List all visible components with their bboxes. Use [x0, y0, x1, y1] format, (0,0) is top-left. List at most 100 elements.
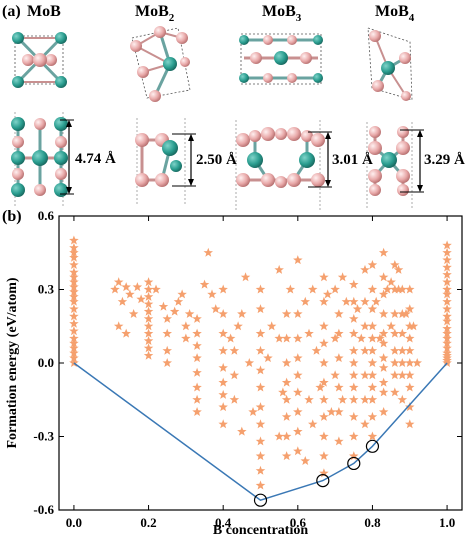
data-point-star — [442, 247, 452, 257]
data-point-star — [349, 394, 359, 404]
data-point-star — [322, 289, 333, 299]
data-point-star — [69, 277, 79, 287]
data-point-star — [237, 426, 247, 436]
data-point-star — [69, 326, 79, 336]
data-point-star — [69, 353, 79, 363]
data-point-star — [334, 309, 344, 318]
data-point-star — [405, 304, 415, 314]
data-point-star — [319, 377, 329, 387]
data-point-star — [136, 294, 146, 304]
data-point-star — [255, 402, 266, 412]
x-tick-label: 0.6 — [290, 515, 307, 530]
data-point-star — [281, 451, 292, 461]
data-point-star — [319, 321, 329, 331]
data-point-star — [352, 304, 363, 314]
panel-b-label: (b) — [2, 208, 22, 225]
data-point-star — [281, 411, 292, 421]
data-point-star — [349, 358, 359, 367]
scatter-plot: 0.0 0.2 0.4 0.6 0.8 1.0 -0.6 -0.3 0.0 0.3 0.6 — [33, 208, 463, 530]
formula-mob: MoB — [27, 3, 61, 20]
data-point-star — [121, 328, 131, 338]
data-point-star — [308, 419, 318, 429]
data-point-star — [162, 313, 172, 323]
data-point-star — [162, 358, 172, 367]
data-point-star — [405, 333, 415, 343]
data-point-star — [281, 431, 292, 441]
data-point-star — [69, 333, 79, 343]
data-point-star — [378, 362, 389, 372]
stable-phase-circle — [253, 493, 268, 507]
data-point-star — [218, 345, 228, 355]
data-point-star — [143, 277, 154, 287]
data-point-star — [349, 431, 359, 441]
data-point-star — [390, 284, 400, 294]
data-point-star — [293, 370, 303, 380]
data-point-star — [255, 304, 266, 314]
data-point-star — [319, 431, 329, 441]
mob2-side-view — [135, 118, 196, 205]
data-point-star — [192, 367, 202, 377]
data-point-star — [334, 407, 344, 416]
data-point-star — [367, 431, 378, 441]
data-point-star — [218, 362, 228, 372]
data-point-star — [266, 321, 277, 331]
data-point-star — [349, 328, 359, 338]
data-point-star — [393, 284, 404, 294]
data-point-star — [300, 456, 310, 465]
data-point-star — [367, 304, 378, 314]
data-point-star — [371, 296, 381, 306]
data-point-star — [199, 279, 210, 289]
data-point-star — [319, 296, 329, 306]
data-point-star — [442, 269, 452, 279]
data-point-star — [113, 321, 124, 331]
data-point-star — [405, 345, 415, 355]
data-point-star — [341, 296, 352, 306]
data-point-star — [442, 277, 452, 287]
data-point-star — [349, 411, 359, 421]
data-point-star — [293, 353, 303, 363]
data-point-star — [69, 358, 79, 367]
y-tick-label: 0.0 — [38, 355, 54, 370]
data-point-star — [218, 328, 228, 338]
data-point-star — [293, 309, 303, 318]
data-point-star — [281, 358, 292, 367]
data-point-star — [211, 304, 221, 314]
data-point-star — [225, 333, 236, 343]
data-point-star — [300, 296, 310, 306]
formula-mob3: MoB3 — [262, 3, 302, 24]
data-point-star — [386, 321, 396, 331]
data-point-star — [405, 382, 415, 392]
data-point-star — [378, 272, 389, 282]
data-point-star — [293, 333, 303, 343]
data-point-star — [382, 284, 393, 294]
data-point-star — [349, 451, 359, 461]
data-point-star — [184, 309, 195, 318]
data-point-star — [390, 358, 400, 367]
data-point-star — [326, 407, 337, 416]
data-point-star — [255, 480, 266, 490]
data-point-star — [367, 333, 378, 343]
data-point-star — [367, 394, 378, 404]
data-point-star — [360, 321, 370, 331]
data-point-star — [408, 321, 419, 331]
data-point-star — [367, 284, 378, 294]
data-point-star — [293, 446, 303, 456]
data-point-star — [405, 402, 415, 412]
data-point-star — [378, 328, 389, 338]
data-point-star — [367, 345, 378, 355]
data-point-star — [218, 389, 228, 399]
data-point-star — [442, 328, 452, 338]
data-point-star — [229, 345, 240, 355]
data-point-star — [192, 340, 202, 350]
data-point-star — [240, 272, 251, 282]
data-point-star — [442, 338, 452, 348]
data-point-star — [360, 264, 370, 274]
data-point-star — [143, 343, 154, 353]
data-point-star — [390, 387, 400, 397]
data-point-star — [143, 299, 154, 309]
data-point-star — [315, 382, 325, 392]
mob-thickness: 4.74 Å — [75, 151, 116, 167]
data-point-star — [442, 296, 452, 306]
data-point-star — [349, 296, 359, 306]
data-point-star — [132, 282, 143, 292]
